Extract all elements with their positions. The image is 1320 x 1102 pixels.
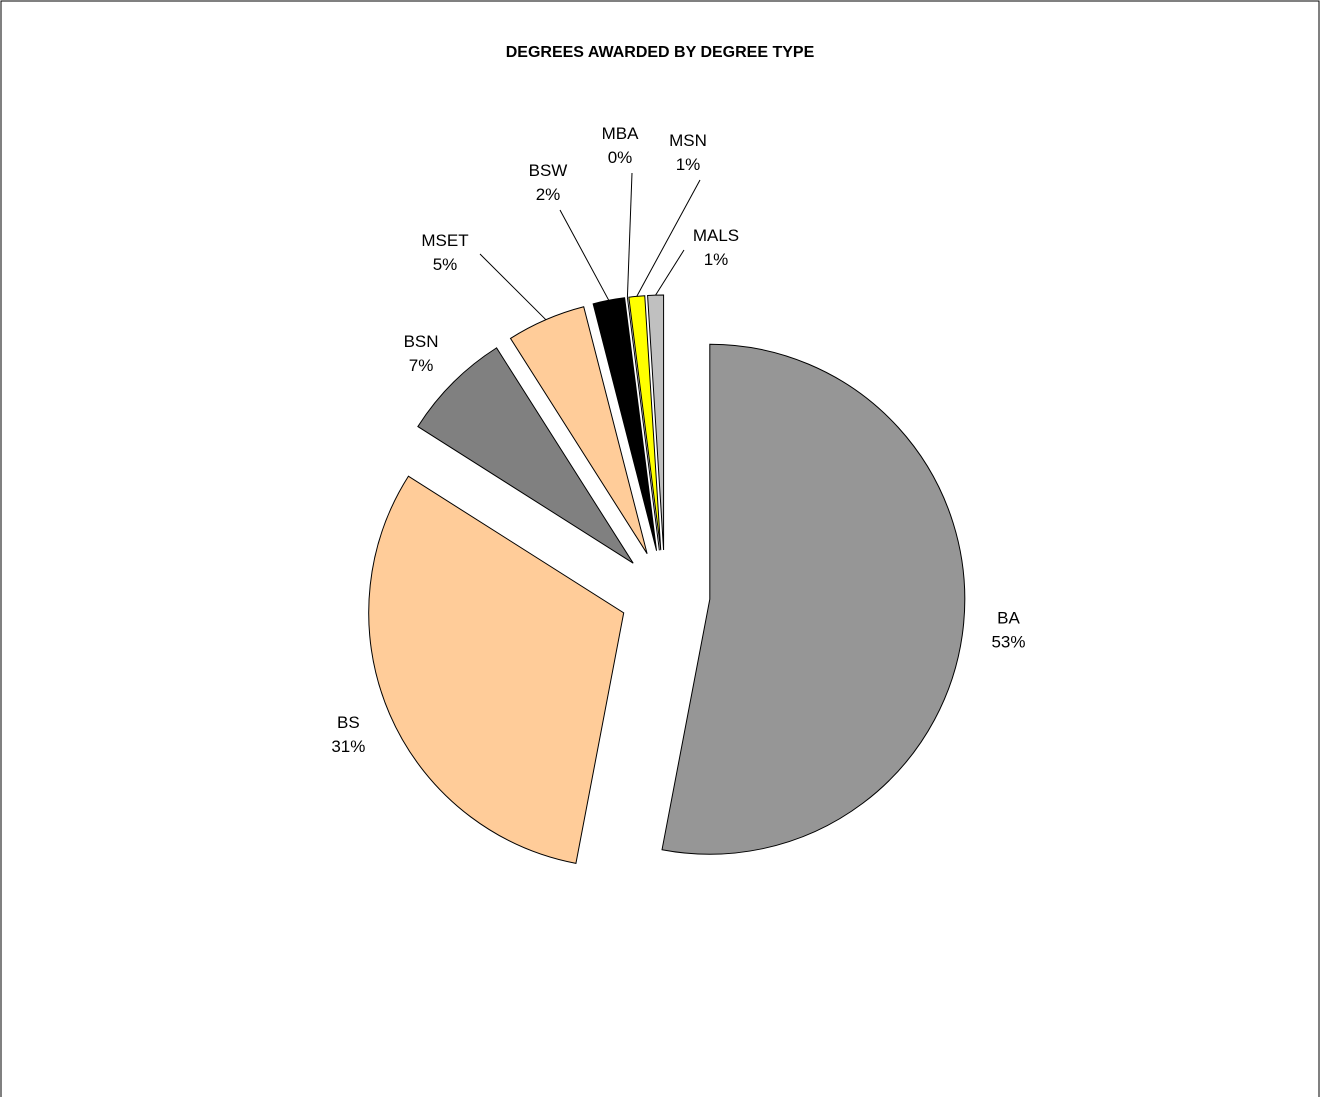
- slice-value-label: 0%: [608, 148, 633, 167]
- leader-line: [655, 249, 685, 296]
- slice-label: MBA: [602, 124, 640, 143]
- slice-label: BSN: [404, 332, 439, 351]
- pie-slice: [661, 343, 966, 855]
- pie-slice: [626, 297, 660, 551]
- leader-line: [559, 209, 610, 301]
- slice-label: BSW: [529, 161, 568, 180]
- slice-value-label: 1%: [676, 155, 701, 174]
- pie-slice: [509, 306, 648, 554]
- slice-value-label: 7%: [409, 356, 434, 375]
- slice-value-label: 53%: [991, 632, 1025, 651]
- slice-label: BA: [997, 608, 1020, 627]
- slice-value-label: 31%: [331, 737, 365, 756]
- slice-value-label: 5%: [433, 255, 458, 274]
- slice-label: MSET: [421, 231, 468, 250]
- leader-line: [479, 253, 547, 321]
- slice-value-label: 2%: [536, 185, 561, 204]
- slice-label: MSN: [669, 131, 707, 150]
- slice-label: BS: [337, 713, 360, 732]
- leader-line: [636, 179, 701, 297]
- pie-slice: [368, 475, 625, 864]
- pie-slice: [417, 347, 634, 564]
- slice-label: MALS: [693, 226, 739, 245]
- chart-title: DEGREES AWARDED BY DEGREE TYPE: [506, 44, 815, 61]
- slice-value-label: 1%: [704, 250, 729, 269]
- leader-line: [626, 172, 633, 298]
